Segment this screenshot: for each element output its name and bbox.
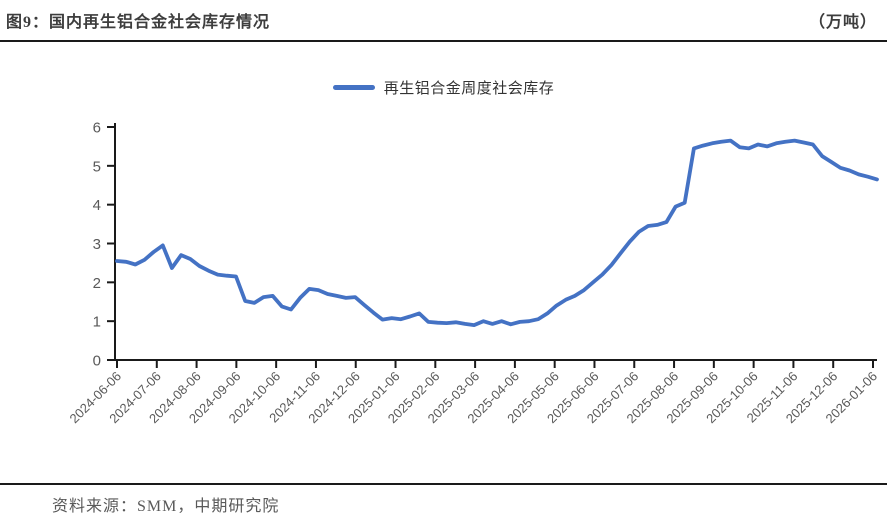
series-line: [115, 138, 879, 328]
y-tick-label: 4: [93, 197, 101, 214]
source-note: 资料来源：SMM，中期研究院: [52, 498, 280, 515]
y-tick-label: 3: [93, 236, 101, 253]
figure-header: 图9：国内再生铝合金社会库存情况 （万吨）: [0, 0, 887, 42]
footer-divider: [0, 483, 887, 485]
y-tick-label: 6: [93, 120, 101, 137]
chart-legend: 再生铝合金周度社会库存: [0, 76, 887, 98]
legend-line-marker: [332, 84, 375, 90]
page-title: 图9：国内再生铝合金社会库存情况: [6, 14, 271, 31]
y-tick-label: 1: [93, 314, 101, 331]
y-tick-label: 5: [93, 158, 101, 175]
unit-label: （万吨）: [808, 14, 877, 31]
y-tick-label: 2: [93, 275, 101, 292]
legend-series-label: 再生铝合金周度社会库存: [383, 79, 555, 97]
y-tick-label: 0: [93, 353, 101, 370]
